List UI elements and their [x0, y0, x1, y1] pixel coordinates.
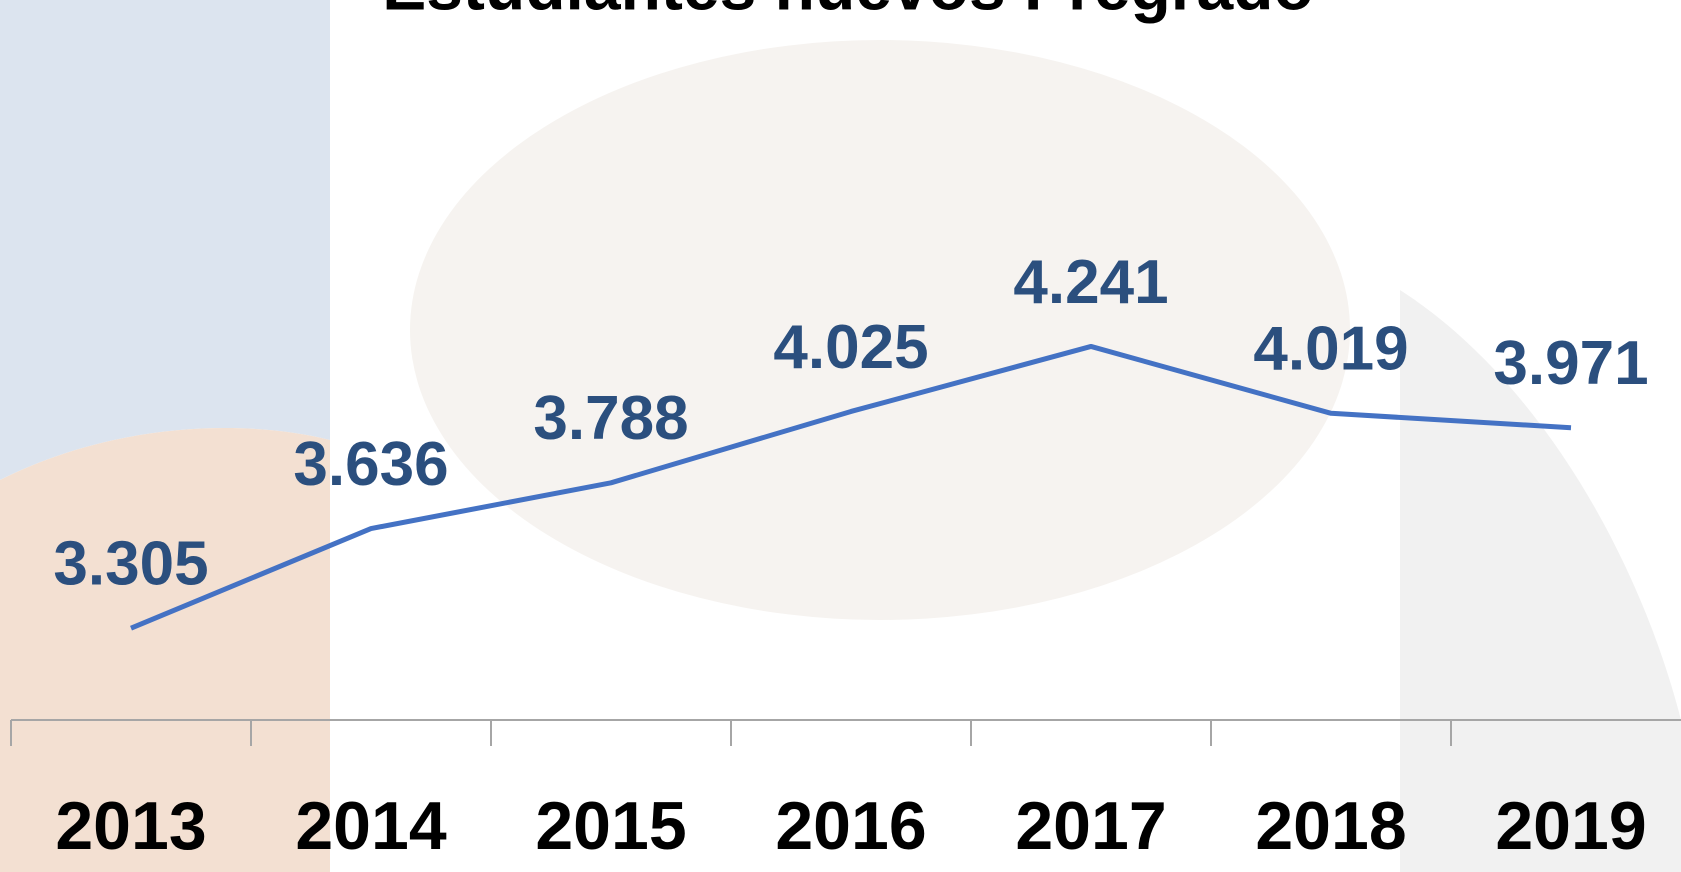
data-label: 4.025: [773, 313, 928, 382]
data-label: 4.241: [1013, 248, 1168, 317]
data-line: [130, 343, 1572, 631]
data-label: 4.019: [1253, 315, 1408, 384]
x-tick-label: 2013: [55, 788, 206, 864]
x-tick-label: 2014: [295, 788, 446, 864]
x-tick-label: 2016: [775, 788, 926, 864]
x-tick-label: 2019: [1495, 788, 1646, 864]
data-label: 3.788: [533, 384, 688, 453]
grey-shape: [1400, 290, 1681, 872]
data-label: 3.305: [53, 530, 208, 599]
data-label: 3.636: [293, 430, 448, 499]
x-tick-label: 2015: [535, 788, 686, 864]
chart-title: Estudiantes nuevos Pregrado: [382, 0, 1314, 23]
x-tick-label: 2018: [1255, 788, 1406, 864]
blue-shape: [0, 0, 330, 480]
peach-shape: [0, 428, 330, 872]
x-tick-label: 2017: [1015, 788, 1166, 864]
data-label: 3.971: [1493, 329, 1648, 398]
